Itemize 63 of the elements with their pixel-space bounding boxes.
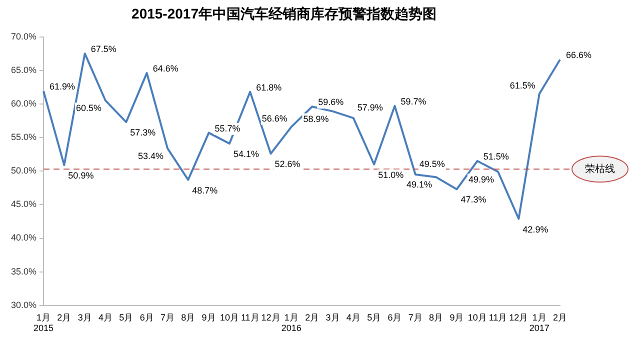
x-tick-label: 5月	[119, 312, 134, 322]
x-tick-label: 1月 2016	[281, 312, 302, 334]
x-tick-label: 6月	[140, 312, 154, 322]
x-tick-label: 9月	[450, 312, 464, 322]
data-label: 54.1%	[233, 149, 259, 160]
data-label: 61.9%	[50, 82, 76, 92]
data-label: 59.7%	[400, 96, 426, 106]
data-label: 57.9%	[357, 102, 383, 113]
data-label: 48.7%	[192, 185, 218, 196]
x-tick-label: 3月	[78, 312, 92, 322]
data-label: 53.4%	[138, 150, 164, 161]
data-label: 50.9%	[68, 170, 94, 181]
y-tick-label: 65.0%	[10, 64, 37, 75]
data-label: 61.5%	[510, 80, 536, 90]
x-tick-label: 6月	[388, 312, 402, 322]
x-tick-label: 10月	[468, 312, 487, 322]
x-tick-label: 2月	[57, 312, 72, 322]
data-label: 52.6%	[274, 159, 300, 170]
data-label: 51.5%	[483, 152, 509, 162]
data-label: 49.1%	[406, 180, 432, 190]
data-label: 67.5%	[90, 44, 116, 54]
data-label: 56.6%	[262, 113, 288, 124]
x-tick-label: 2月	[552, 312, 568, 322]
x-tick-label: 8月	[429, 312, 444, 322]
data-label: 59.6%	[318, 97, 344, 108]
x-tick-label: 7月	[160, 312, 174, 322]
y-tick-label: 70.0%	[10, 31, 37, 42]
ref-line-label: 荣枯线	[585, 162, 615, 175]
x-tick-label: 3月	[326, 312, 340, 322]
data-label: 49.5%	[419, 158, 445, 169]
x-tick-label: 7月	[408, 312, 422, 322]
data-label: 66.6%	[566, 50, 592, 60]
x-tick-label: 11月	[240, 312, 260, 322]
chart-title: 2015-2017年中国汽车经销商库存预警指数趋势图	[132, 5, 436, 22]
data-label: 55.7%	[214, 123, 240, 134]
x-tick-label: 1月 2015	[34, 312, 54, 334]
data-label: 49.9%	[468, 174, 494, 184]
data-label: 42.9%	[522, 224, 548, 234]
data-label: 64.6%	[152, 64, 178, 74]
data-label: 51.0%	[378, 170, 404, 180]
x-tick-label: 10月	[220, 312, 239, 322]
x-tick-label: 12月	[509, 312, 528, 322]
data-label: 57.3%	[130, 128, 156, 138]
x-tick-label: 5月	[367, 312, 382, 322]
x-tick-label: 2月	[305, 312, 320, 322]
x-tick-label: 4月	[98, 312, 113, 322]
data-label: 47.3%	[460, 194, 486, 205]
y-tick-label: 35.0%	[10, 266, 37, 276]
x-tick-label: 12月	[261, 312, 280, 322]
y-tick-label: 40.0%	[10, 232, 37, 243]
x-tick-label: 4月	[346, 312, 360, 322]
x-tick-label: 1月 2017	[529, 312, 550, 334]
x-tick-label: 9月	[202, 312, 216, 322]
data-label: 58.9%	[303, 114, 329, 124]
y-tick-label: 60.0%	[10, 98, 37, 108]
y-tick-label: 30.0%	[10, 300, 37, 310]
y-tick-label: 55.0%	[10, 132, 37, 142]
y-tick-label: 45.0%	[10, 199, 37, 210]
y-tick-label: 50.0%	[10, 166, 37, 176]
x-tick-label: 11月	[488, 312, 508, 322]
data-label: 60.5%	[76, 103, 102, 114]
x-tick-label: 8月	[181, 312, 196, 322]
data-label: 61.8%	[256, 82, 282, 92]
